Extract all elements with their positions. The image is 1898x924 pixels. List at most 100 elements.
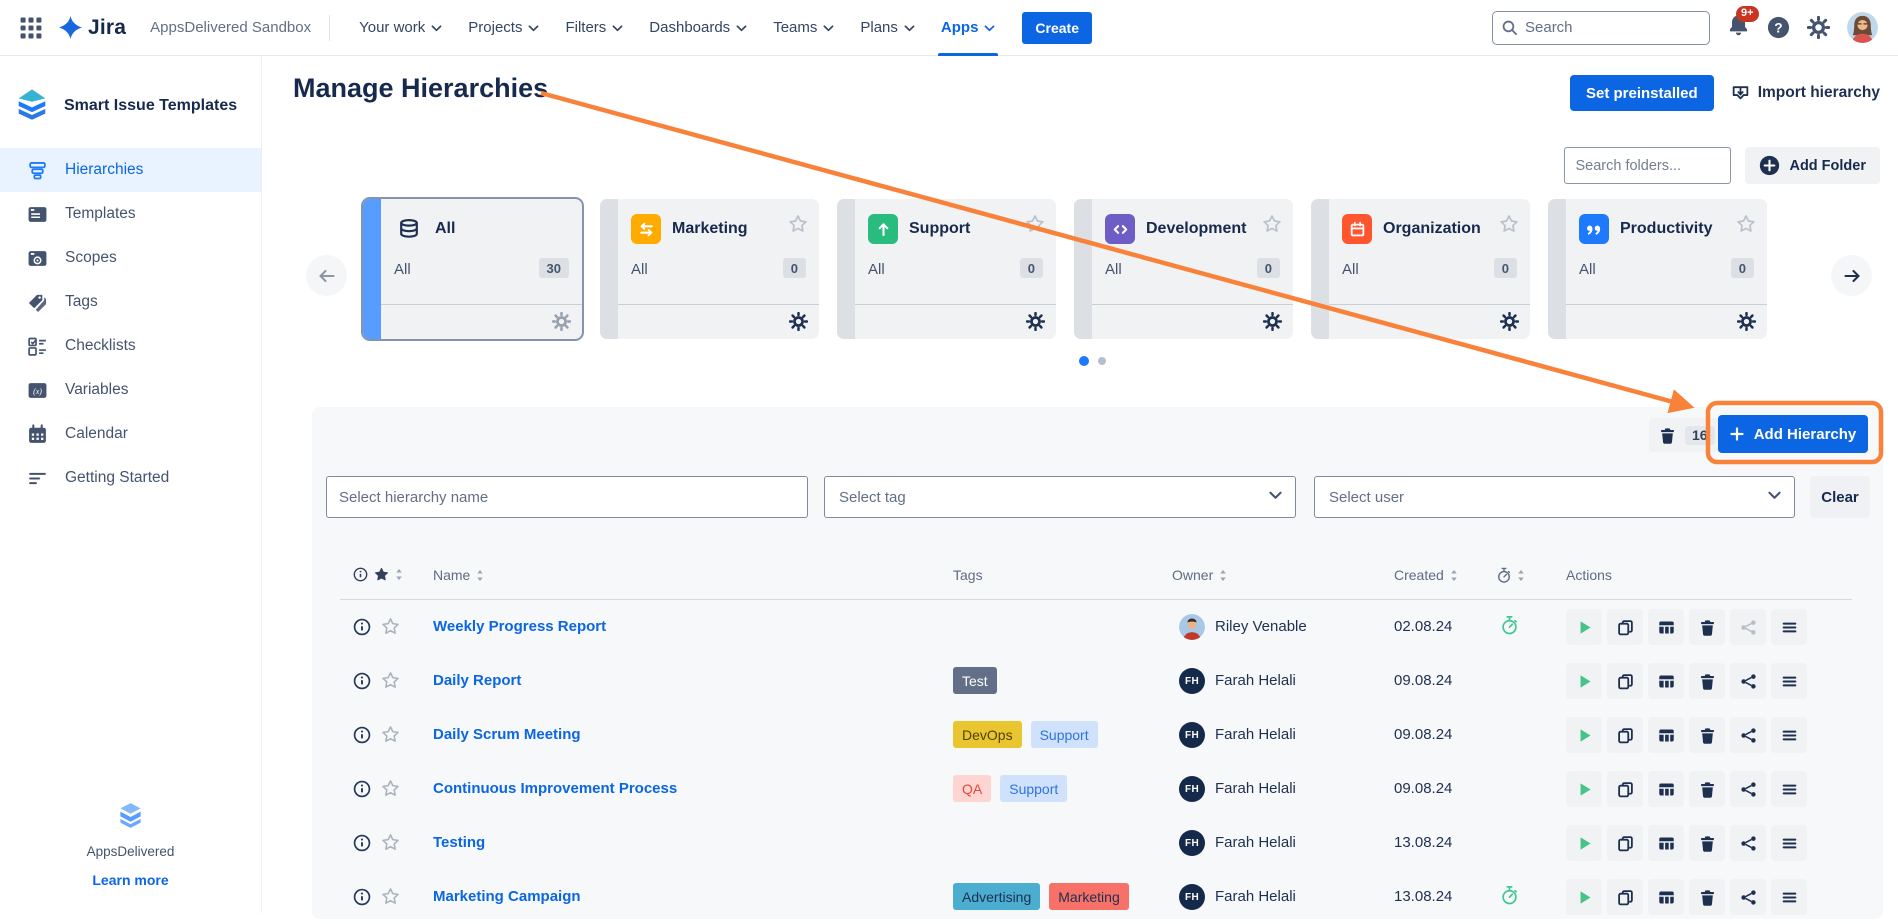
trash-action-button[interactable]: [1689, 771, 1725, 807]
gear-icon[interactable]: [1737, 312, 1756, 331]
sidebar-item-templates[interactable]: Templates: [0, 192, 261, 236]
carousel-dot[interactable]: [1098, 357, 1106, 365]
table-action-button[interactable]: [1648, 717, 1684, 753]
info-icon[interactable]: [353, 780, 371, 798]
bulk-delete-button[interactable]: 16: [1649, 418, 1725, 452]
star-icon[interactable]: [1025, 214, 1045, 234]
learn-more-link[interactable]: Learn more: [0, 872, 261, 888]
hierarchy-name-link[interactable]: Continuous Improvement Process: [433, 780, 677, 797]
nav-menu-plans[interactable]: Plans: [847, 0, 928, 56]
trash-action-button[interactable]: [1689, 663, 1725, 699]
menu-action-button[interactable]: [1771, 717, 1807, 753]
column-header-created[interactable]: Created: [1394, 567, 1458, 583]
play-action-button[interactable]: [1566, 609, 1602, 645]
hierarchy-name-link[interactable]: Testing: [433, 834, 485, 851]
play-action-button[interactable]: [1566, 717, 1602, 753]
create-button[interactable]: Create: [1022, 12, 1092, 44]
jira-logo[interactable]: Jira: [58, 15, 126, 40]
sidebar-item-getting-started[interactable]: Getting Started: [0, 456, 261, 500]
sidebar-item-hierarchies[interactable]: Hierarchies: [0, 148, 261, 192]
copy-action-button[interactable]: [1607, 609, 1643, 645]
hierarchy-name-link[interactable]: Marketing Campaign: [433, 888, 581, 905]
share-action-button[interactable]: [1730, 879, 1766, 915]
star-icon[interactable]: [381, 617, 400, 636]
gear-icon[interactable]: [1026, 312, 1045, 331]
filter-user-select[interactable]: Select user: [1314, 476, 1795, 518]
play-action-button[interactable]: [1566, 771, 1602, 807]
copy-action-button[interactable]: [1607, 879, 1643, 915]
column-header-owner[interactable]: Owner: [1172, 567, 1227, 583]
hierarchy-name-link[interactable]: Weekly Progress Report: [433, 618, 606, 635]
carousel-dot-active[interactable]: [1079, 356, 1089, 366]
share-action-button[interactable]: [1730, 717, 1766, 753]
gear-icon[interactable]: [1263, 312, 1282, 331]
trash-action-button[interactable]: [1689, 879, 1725, 915]
settings-gear-icon[interactable]: [1807, 16, 1830, 39]
sort-icon[interactable]: [395, 568, 403, 581]
add-folder-button[interactable]: Add Folder: [1745, 147, 1880, 184]
share-action-button[interactable]: [1730, 609, 1766, 645]
menu-action-button[interactable]: [1771, 825, 1807, 861]
trash-action-button[interactable]: [1689, 609, 1725, 645]
hierarchy-name-link[interactable]: Daily Scrum Meeting: [433, 726, 581, 743]
nav-menu-teams[interactable]: Teams: [760, 0, 847, 56]
info-icon[interactable]: [353, 888, 371, 906]
folder-card-development[interactable]: Development All 0: [1074, 199, 1293, 339]
sidebar-item-calendar[interactable]: Calendar: [0, 412, 261, 456]
copy-action-button[interactable]: [1607, 663, 1643, 699]
table-action-button[interactable]: [1648, 771, 1684, 807]
copy-action-button[interactable]: [1607, 825, 1643, 861]
search-input[interactable]: [1492, 11, 1710, 45]
star-icon[interactable]: [381, 671, 400, 690]
trash-action-button[interactable]: [1689, 717, 1725, 753]
notifications-button[interactable]: 9+: [1727, 14, 1750, 42]
star-icon[interactable]: [1262, 214, 1282, 234]
star-icon[interactable]: [381, 725, 400, 744]
column-header-timer[interactable]: [1497, 567, 1525, 584]
nav-menu-filters[interactable]: Filters: [552, 0, 636, 56]
menu-action-button[interactable]: [1771, 609, 1807, 645]
folder-card-support[interactable]: Support All 0: [837, 199, 1056, 339]
table-action-button[interactable]: [1648, 609, 1684, 645]
nav-menu-dashboards[interactable]: Dashboards: [636, 0, 760, 56]
star-icon[interactable]: [1736, 214, 1756, 234]
hierarchy-name-input[interactable]: [327, 477, 807, 517]
add-hierarchy-button[interactable]: Add Hierarchy: [1718, 415, 1868, 453]
info-icon[interactable]: [353, 726, 371, 744]
copy-action-button[interactable]: [1607, 771, 1643, 807]
play-action-button[interactable]: [1566, 663, 1602, 699]
filter-tag-select[interactable]: Select tag: [824, 476, 1296, 518]
folder-card-organization[interactable]: Organization All 0: [1311, 199, 1530, 339]
menu-action-button[interactable]: [1771, 879, 1807, 915]
hierarchy-name-link[interactable]: Daily Report: [433, 672, 521, 689]
table-action-button[interactable]: [1648, 663, 1684, 699]
column-header-name[interactable]: Name: [433, 567, 484, 583]
play-action-button[interactable]: [1566, 825, 1602, 861]
menu-action-button[interactable]: [1771, 771, 1807, 807]
import-hierarchy-button[interactable]: Import hierarchy: [1731, 84, 1880, 103]
folder-card-all[interactable]: All All 30: [363, 199, 582, 339]
star-icon[interactable]: [788, 214, 808, 234]
folder-card-productivity[interactable]: Productivity All 0: [1548, 199, 1767, 339]
table-action-button[interactable]: [1648, 879, 1684, 915]
copy-action-button[interactable]: [1607, 717, 1643, 753]
search-folders-input[interactable]: [1564, 147, 1731, 184]
star-icon[interactable]: [381, 833, 400, 852]
set-preinstalled-button[interactable]: Set preinstalled: [1570, 75, 1714, 111]
menu-action-button[interactable]: [1771, 663, 1807, 699]
nav-menu-your-work[interactable]: Your work: [346, 0, 455, 56]
share-action-button[interactable]: [1730, 663, 1766, 699]
help-icon[interactable]: ?: [1767, 16, 1790, 39]
star-icon[interactable]: [381, 779, 400, 798]
nav-menu-apps[interactable]: Apps: [928, 0, 1009, 56]
star-icon[interactable]: [374, 567, 389, 582]
gear-icon[interactable]: [1500, 312, 1519, 331]
share-action-button[interactable]: [1730, 825, 1766, 861]
app-switcher-icon[interactable]: [20, 17, 42, 39]
info-icon[interactable]: [353, 618, 371, 636]
star-icon[interactable]: [381, 887, 400, 906]
gear-icon[interactable]: [789, 312, 808, 331]
sidebar-item-scopes[interactable]: Scopes: [0, 236, 261, 280]
table-action-button[interactable]: [1648, 825, 1684, 861]
info-icon[interactable]: [353, 672, 371, 690]
